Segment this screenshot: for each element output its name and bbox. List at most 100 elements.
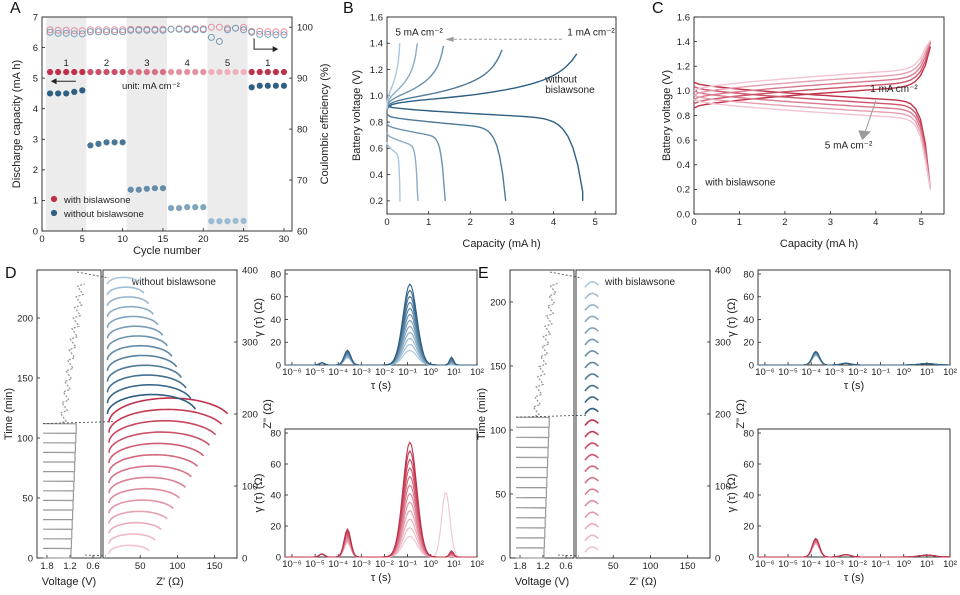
discharge-curve [386, 104, 584, 201]
drt-curve-bottom [758, 538, 951, 558]
ce-with-point [119, 26, 127, 34]
drt-y-tick-label: 0 [276, 360, 281, 371]
nyquist-blue-arc [106, 364, 182, 382]
capacity-with-point [240, 68, 247, 76]
nyquist-red-arc [584, 453, 599, 461]
voltage-xlabel: Voltage (V) [42, 576, 96, 588]
drt-x-tick-label: 10⁻⁴ [328, 367, 348, 378]
drt-y-tick-label: 20 [270, 521, 281, 532]
capacity-with-point [224, 68, 231, 76]
y-tick-label: 0.6 [370, 144, 383, 155]
y-tick-label: 100 [297, 22, 313, 33]
voltage-xlabel: Voltage (V) [515, 576, 569, 588]
drt-curve-bottom [758, 540, 951, 558]
arrow-left-head [50, 78, 57, 85]
annotation-with: with bislawsone [704, 178, 775, 189]
capacity-without-point [216, 218, 223, 225]
nyquist-y-tick-label: 300 [242, 337, 258, 348]
nyquist-red-arc [584, 430, 599, 438]
drt-x-tick-label: 10⁰ [424, 367, 439, 378]
ce-without-point [46, 28, 54, 36]
drt-xlabel: τ (s) [371, 572, 391, 584]
nyquist-blue-arc [106, 374, 187, 393]
x-tick-label: 10 [117, 234, 128, 245]
nyquist-y-tick-label: 100 [715, 481, 731, 492]
voltage-tick-label: 0.6 [559, 561, 572, 572]
drt-curve-bottom [758, 537, 951, 558]
capacity-with-point [175, 68, 183, 76]
panel-letter-c: C [652, 0, 664, 17]
panel-a-ylabel: Discharge capacity (mA h) [11, 60, 23, 188]
drt-y-tick-label: 0 [749, 552, 754, 563]
x-tick-label: 0 [384, 217, 389, 228]
nyquist-tick-label: 50 [608, 561, 619, 572]
capacity-with-point [272, 68, 279, 76]
y-tick-label: 0.8 [677, 111, 690, 122]
drt-x-tick-label: 10⁻⁵ [305, 367, 325, 378]
y-tick-label: 1.0 [370, 91, 383, 102]
y-tick-label: 0 [28, 553, 33, 564]
drt-x-tick-label: 10² [943, 367, 957, 378]
drt-x-tick-label: 10² [470, 559, 484, 570]
x-tick-label: 4 [873, 217, 878, 228]
nyquist-ylabel: Z'' (Ω) [262, 399, 274, 429]
nyquist-blue-arc [584, 373, 599, 380]
drt-curve-top [285, 325, 477, 366]
ce-without-point [62, 29, 70, 37]
ce-without-point [207, 33, 215, 41]
ce-without-point [70, 30, 78, 38]
annotation-5ma: 5 mA cm⁻² [395, 27, 443, 38]
y-tick-label: 0.4 [370, 170, 383, 181]
nyquist-label: without bislawsone [131, 277, 216, 288]
ce-without-point [199, 26, 207, 34]
capacity-with-point [111, 68, 118, 76]
capacity-with-point [200, 68, 207, 76]
y-tick-label: 1.0 [677, 86, 690, 97]
nyquist-y-tick-label: 200 [242, 409, 258, 420]
drt-x-tick-label: 10¹ [447, 559, 461, 570]
charge-curve [386, 43, 401, 109]
capacity-with-point [103, 68, 110, 76]
panel-letter-e: E [478, 265, 489, 282]
y-tick-label: 0.4 [677, 160, 690, 171]
capacity-without-point [248, 84, 255, 91]
drt-ylabel: γ (τ) (Ω) [726, 298, 738, 337]
x-tick-label: 25 [238, 234, 249, 245]
y-tick-label: 0 [501, 553, 506, 564]
capacity-without-point [103, 139, 110, 146]
nyquist-tick-label: 100 [643, 561, 659, 572]
capacity-without-point [208, 218, 215, 225]
drt-curve-top [285, 301, 477, 366]
y-tick-label: 50 [495, 489, 506, 500]
connector-top [549, 271, 583, 279]
ce-without-point [223, 26, 231, 34]
drt-axes-bottom [284, 428, 478, 558]
capacity-without-point [192, 204, 199, 211]
drt-curve-bottom [285, 484, 477, 558]
x-tick-label: 15 [158, 234, 169, 245]
drt-x-tick-label: 10⁻⁴ [801, 367, 821, 378]
charge-curve [386, 49, 503, 110]
y-tick-label: 200 [490, 297, 506, 308]
legend-label-with: with bislawsone [63, 195, 131, 206]
capacity-with-point [119, 68, 126, 76]
nyquist-red-arc [108, 521, 162, 534]
drt-axes-top [284, 269, 478, 366]
x-tick-label: 5 [593, 217, 598, 228]
voltage-tick-label: 1.8 [513, 561, 526, 572]
ce-without-point [215, 37, 223, 45]
drt-x-tick-label: 10⁰ [897, 367, 912, 378]
drt-curve-bottom [758, 539, 951, 558]
nyquist-blue-arc [584, 327, 599, 334]
drt-curve-top [758, 351, 950, 366]
ce-without-point [264, 30, 272, 38]
x-tick-label: 1 [737, 217, 742, 228]
ce-with-point [215, 23, 223, 31]
y-tick-label: 5 [33, 73, 38, 84]
voltage-tick-label: 1.2 [536, 561, 549, 572]
nyquist-blue-arc [584, 396, 599, 404]
voltage-trace-upper [58, 283, 85, 425]
y-tick-label: 1 [33, 196, 38, 207]
ce-with-point [86, 26, 94, 34]
drt-xlabel: τ (s) [844, 572, 864, 584]
